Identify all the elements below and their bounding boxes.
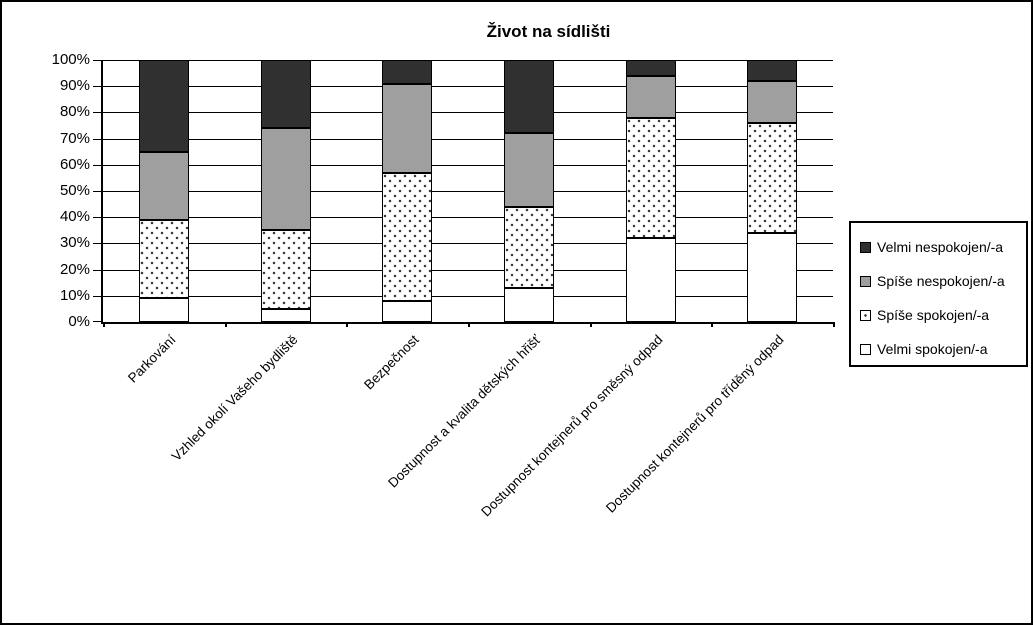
bar-segment-dotted (382, 172, 432, 302)
bar-segment-dark (626, 60, 676, 76)
bar-segment-white (261, 308, 311, 322)
y-axis-tick (93, 139, 102, 140)
x-axis-tick (711, 322, 713, 327)
gridline (103, 191, 833, 192)
y-axis-tick-label: 100% (51, 51, 90, 68)
bar-segment-white (747, 232, 797, 322)
y-axis-tick-label: 60% (59, 156, 90, 173)
x-axis-category-label: Dostupnost kontejnerů pro tříděný odpad (602, 332, 787, 516)
legend: Velmi nespokojen/-a Spíše nespokojen/-a Sp… (849, 221, 1028, 367)
bar-segment-dark (139, 60, 189, 152)
y-axis-tick (93, 191, 102, 192)
bar-segment-gray (139, 151, 189, 220)
bar-segment-white (626, 238, 676, 322)
legend-item-label: Velmi nespokojen/-a (877, 239, 1004, 255)
x-axis-tick (346, 322, 348, 327)
y-axis-tick (93, 321, 102, 322)
bar-segment-dotted (261, 230, 311, 309)
y-axis-tick-label: 20% (59, 261, 90, 278)
gridline (103, 139, 833, 140)
legend-item-label: Velmi spokojen/-a (877, 341, 988, 357)
legend-swatch-dotted (860, 309, 871, 321)
x-axis-category-label: Dostupnost kontejnerů pro směsný odpad (478, 332, 666, 520)
gridline (103, 60, 833, 61)
gridline (103, 243, 833, 244)
bar-segment-dark (382, 60, 432, 84)
bar-segment-dotted (504, 206, 554, 288)
legend-item: Velmi spokojen/-a (851, 332, 1026, 366)
y-axis-tick (93, 243, 102, 244)
legend-item-label: Spíše spokojen/-a (877, 307, 990, 323)
bar-segment-gray (747, 80, 797, 123)
y-axis-tick (93, 217, 102, 218)
y-axis-tick-label: 40% (59, 208, 90, 225)
x-axis-tick (590, 322, 592, 327)
x-axis-category-label: Vzhled okolí Vašeho bydliště (168, 332, 301, 464)
y-axis-tick (93, 165, 102, 166)
y-axis-tick (93, 112, 102, 113)
bar-segment-gray (504, 133, 554, 207)
x-axis-category-label: Dostupnost a kvalita dětských hřišť (385, 332, 544, 491)
y-axis-tick (93, 296, 102, 297)
bar-segment-gray (261, 128, 311, 231)
y-axis-tick-label: 0% (68, 313, 90, 330)
bar-segment-gray (626, 75, 676, 118)
gridline (103, 217, 833, 218)
y-axis-tick (93, 270, 102, 271)
y-axis-tick (93, 86, 102, 87)
legend-item: Spíše spokojen/-a (851, 298, 1026, 332)
y-axis-tick-label: 70% (59, 130, 90, 147)
bar-segment-dotted (747, 122, 797, 233)
plot-area (93, 60, 835, 327)
gridline (103, 112, 833, 113)
y-axis-tick-label: 80% (59, 103, 90, 120)
bar-segment-dotted (626, 117, 676, 239)
x-axis-tick (833, 322, 835, 327)
x-axis-tick (468, 322, 470, 327)
legend-swatch-dark (860, 241, 871, 253)
y-axis-tick-label: 10% (59, 287, 90, 304)
y-axis-tick (93, 60, 102, 61)
gridline (103, 165, 833, 166)
bar-segment-white (504, 287, 554, 322)
x-axis-category-label: Bezpečnost (361, 332, 422, 393)
bar-segment-white (382, 301, 432, 322)
bar-segment-gray (382, 83, 432, 173)
bar-segment-dark (261, 60, 311, 129)
y-axis-tick-label: 30% (59, 234, 90, 251)
bar-segment-dotted (139, 219, 189, 299)
x-axis-tick (225, 322, 227, 327)
gridline (103, 296, 833, 297)
gridline (103, 86, 833, 87)
gridline (103, 270, 833, 271)
y-axis-tick-label: 50% (59, 182, 90, 199)
x-axis-tick (103, 322, 105, 327)
bar-segment-dark (747, 60, 797, 81)
bar-segment-white (139, 298, 189, 322)
legend-item: Spíše nespokojen/-a (851, 264, 1026, 298)
legend-swatch-white (860, 343, 871, 355)
chart-title: Život na sídlišti (486, 22, 611, 41)
legend-item-label: Spíše nespokojen/-a (877, 273, 1005, 289)
legend-item: Velmi nespokojen/-a (851, 230, 1026, 264)
bar-segment-dark (504, 60, 554, 134)
legend-swatch-gray (860, 275, 871, 287)
y-axis-tick-label: 90% (59, 77, 90, 94)
